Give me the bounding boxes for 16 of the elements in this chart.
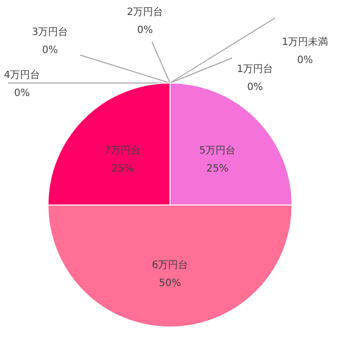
category-label: 1万円未満 bbox=[282, 37, 328, 48]
slice-label: 7万円台 bbox=[104, 144, 141, 157]
text: 0% bbox=[137, 25, 153, 36]
text: 0% bbox=[247, 82, 263, 93]
data-label: 50% bbox=[158, 278, 182, 290]
text: 0% bbox=[297, 55, 313, 66]
category-label: 4万円台 bbox=[4, 70, 40, 81]
category-label: 1万円台 bbox=[236, 64, 274, 75]
category-label: 3万円台 bbox=[32, 27, 68, 38]
text: 0% bbox=[14, 88, 30, 99]
slice-label: 6万円台 bbox=[152, 259, 188, 272]
data-label: 25% bbox=[111, 164, 134, 175]
text: 0% bbox=[42, 45, 58, 56]
slice-label: 5万円台 bbox=[199, 144, 236, 157]
category-label: 2万円台 bbox=[126, 7, 164, 18]
data-label: 25% bbox=[206, 164, 229, 175]
